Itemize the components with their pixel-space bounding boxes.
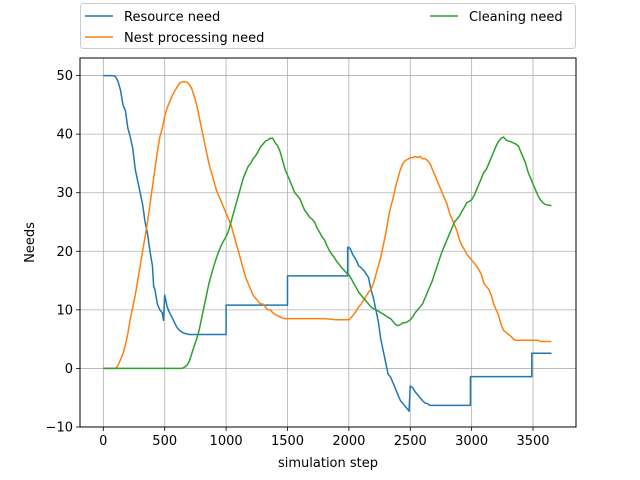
- series-lines: [103, 74, 552, 412]
- y-tick-label: 30: [56, 186, 73, 201]
- plot-frame: [79, 57, 577, 428]
- x-tick-label: 1000: [210, 434, 243, 449]
- y-tick-label: 50: [56, 69, 73, 84]
- series-line-1: [103, 81, 552, 370]
- legend-label: Resource need: [124, 10, 220, 25]
- y-tick-label: 10: [56, 303, 73, 318]
- x-tick-label: 3000: [455, 434, 488, 449]
- y-tick-label: 40: [56, 128, 73, 143]
- y-tick-label: 20: [56, 245, 73, 260]
- legend-label: Nest processing need: [124, 31, 264, 46]
- legend: Resource need Nest processing need Cleanin…: [80, 3, 576, 49]
- axis-ticks: 0 500 1000 1500 2000 2500 3000 3500 −10 0 10 20 30 40…: [46, 69, 550, 449]
- x-tick-label: 0: [99, 434, 107, 449]
- series-line-0: [103, 74, 552, 412]
- legend-label: Cleaning need: [469, 10, 563, 25]
- series-line-2: [103, 136, 552, 370]
- x-tick-label: 3500: [516, 434, 549, 449]
- x-tick-label: 2500: [394, 434, 427, 449]
- y-axis-label: Needs: [23, 222, 38, 263]
- legend-box: [80, 3, 576, 49]
- y-tick-label: −10: [46, 421, 73, 436]
- x-tick-label: 500: [152, 434, 177, 449]
- y-tick-label: 0: [65, 362, 73, 377]
- grid-lines: [80, 58, 576, 428]
- x-tick-label: 1500: [271, 434, 304, 449]
- x-tick-label: 2000: [332, 434, 365, 449]
- x-axis-label: simulation step: [278, 456, 378, 471]
